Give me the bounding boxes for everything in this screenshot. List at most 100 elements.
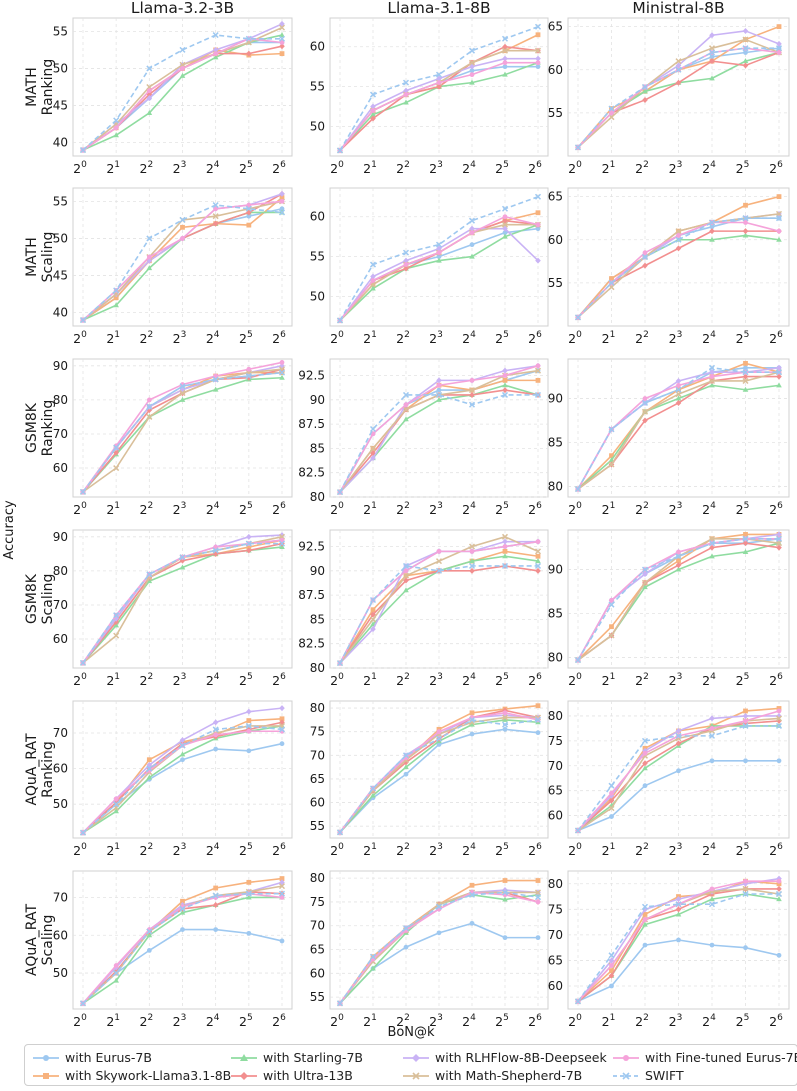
x-tick-label: 23 bbox=[669, 1013, 683, 1029]
data-point bbox=[403, 944, 409, 950]
y-tick-label: 65 bbox=[548, 190, 563, 204]
legend-swatch-skywork bbox=[33, 1072, 59, 1079]
data-point bbox=[675, 236, 682, 243]
legend-label: with RLHFlow-8B-Deepseek bbox=[435, 1050, 607, 1065]
data-point bbox=[609, 276, 614, 281]
data-point bbox=[709, 886, 715, 892]
data-point bbox=[534, 47, 542, 54]
x-tick-label: 26 bbox=[272, 672, 286, 688]
y-tick-label: 55 bbox=[53, 24, 68, 38]
data-point bbox=[708, 364, 716, 371]
data-point bbox=[641, 579, 649, 586]
subplot: 20 21 22 23 24 25 26 60 70 80 90 bbox=[53, 358, 293, 517]
subplot: 20 21 22 23 24 25 26 60 70 80 90 bbox=[53, 529, 293, 688]
data-point bbox=[436, 548, 442, 554]
data-point bbox=[502, 896, 508, 902]
data-point bbox=[113, 963, 119, 968]
y-tick-label: 70 bbox=[548, 759, 563, 773]
legend-label: with Skywork-Llama3.1-8B bbox=[65, 1068, 232, 1083]
data-point bbox=[469, 63, 475, 70]
x-tick-label: 22 bbox=[396, 672, 410, 688]
y-tick-label: 55 bbox=[548, 276, 563, 290]
subplot: 20 21 22 23 24 25 26 40 45 50 55 bbox=[53, 17, 293, 176]
y-tick-label: 70 bbox=[310, 748, 325, 762]
data-point bbox=[642, 942, 648, 948]
data-point bbox=[609, 963, 614, 968]
y-tick-label: 70 bbox=[310, 919, 325, 933]
data-point bbox=[534, 193, 542, 200]
data-point bbox=[742, 58, 749, 64]
data-point bbox=[675, 228, 682, 235]
y-tick-label: 85 bbox=[310, 612, 325, 626]
y-tick-label: 60 bbox=[548, 809, 563, 823]
x-tick-label: 20 bbox=[568, 672, 582, 688]
data-point bbox=[179, 742, 186, 749]
data-point bbox=[708, 732, 716, 739]
x-tick-label: 23 bbox=[429, 501, 443, 517]
data-point bbox=[113, 977, 119, 983]
data-point bbox=[146, 265, 153, 271]
series-8 bbox=[574, 364, 783, 493]
data-point bbox=[535, 226, 541, 232]
data-point bbox=[146, 65, 153, 72]
data-point bbox=[608, 972, 615, 979]
data-point bbox=[469, 721, 475, 727]
x-tick-label: 21 bbox=[602, 1013, 616, 1029]
data-point bbox=[608, 426, 615, 433]
x-tick-label: 21 bbox=[106, 501, 120, 517]
data-point bbox=[535, 363, 541, 369]
data-point bbox=[776, 50, 782, 55]
y-tick-label: 70 bbox=[53, 427, 68, 441]
x-tick-label: 22 bbox=[139, 501, 153, 517]
data-point bbox=[675, 906, 682, 913]
series-8 bbox=[336, 716, 542, 836]
row-label-line: AQuA_RAT bbox=[24, 904, 40, 976]
data-point bbox=[146, 95, 153, 102]
data-point bbox=[743, 945, 748, 951]
x-tick-label: 21 bbox=[602, 330, 616, 346]
data-point bbox=[501, 35, 509, 42]
x-tick-label: 20 bbox=[330, 501, 344, 517]
y-tick-label: 90 bbox=[310, 393, 325, 407]
data-point bbox=[676, 233, 681, 238]
data-point bbox=[246, 718, 252, 723]
data-point bbox=[743, 50, 748, 55]
data-point bbox=[113, 808, 119, 814]
x-tick-label: 20 bbox=[73, 501, 87, 517]
x-tick-label: 20 bbox=[568, 842, 582, 858]
data-point bbox=[502, 377, 508, 383]
y-tick-label: 70 bbox=[548, 928, 563, 942]
x-tick-label: 22 bbox=[635, 160, 649, 176]
data-point bbox=[245, 890, 252, 897]
data-point bbox=[776, 878, 782, 884]
data-point bbox=[743, 878, 748, 884]
data-point bbox=[675, 727, 682, 734]
x-tick-label: 24 bbox=[206, 1013, 220, 1029]
data-point bbox=[212, 220, 219, 227]
y-tick-label: 92.5 bbox=[298, 540, 325, 554]
data-point bbox=[468, 59, 476, 66]
data-point bbox=[246, 930, 252, 936]
data-point bbox=[469, 548, 475, 554]
data-point bbox=[245, 722, 252, 729]
y-tick-label: 70 bbox=[53, 598, 68, 612]
data-point bbox=[113, 125, 119, 131]
data-point bbox=[336, 489, 344, 496]
data-point bbox=[642, 917, 648, 922]
data-point bbox=[212, 547, 219, 554]
data-point bbox=[279, 895, 285, 900]
data-point bbox=[742, 885, 749, 892]
y-tick-label: 75 bbox=[310, 725, 325, 739]
y-tick-label: 80 bbox=[53, 564, 68, 578]
data-point bbox=[402, 249, 410, 256]
row-label-line: GSM8K bbox=[24, 573, 40, 624]
series-8 bbox=[336, 193, 542, 324]
x-tick-label: 25 bbox=[495, 160, 509, 176]
data-point bbox=[370, 273, 376, 280]
data-point bbox=[608, 792, 615, 799]
x-tick-label: 22 bbox=[396, 501, 410, 517]
data-point bbox=[369, 616, 377, 623]
data-point bbox=[468, 387, 476, 394]
data-point bbox=[775, 715, 783, 722]
column-title: Llama-3.2-3B bbox=[131, 0, 234, 17]
